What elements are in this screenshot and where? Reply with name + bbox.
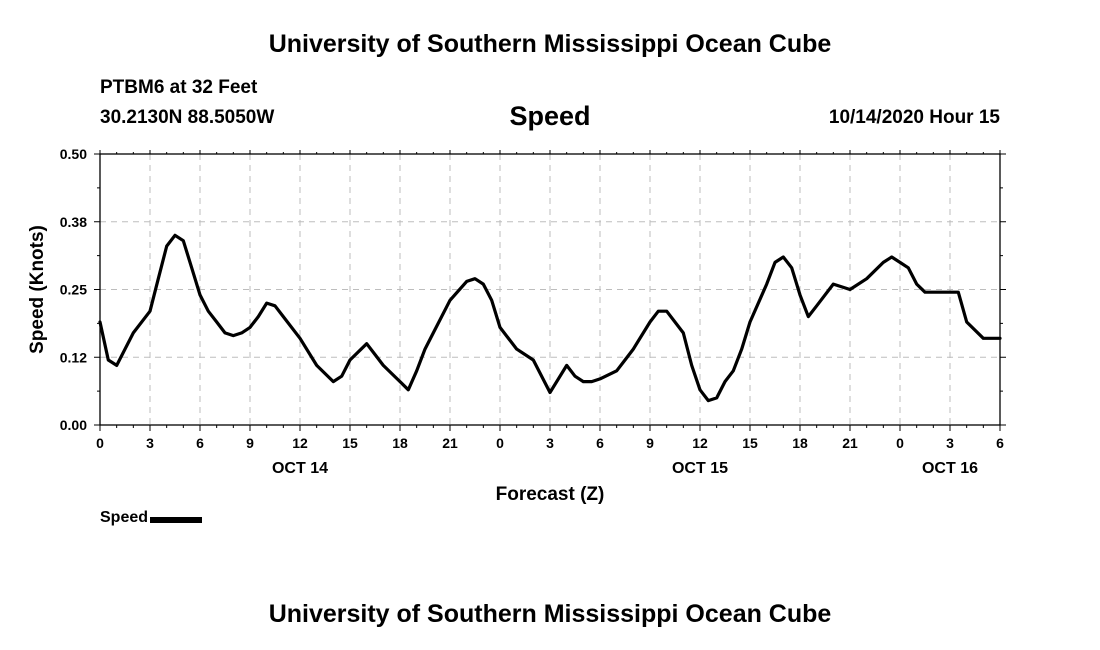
y-tick-label: 0.38: [60, 214, 87, 230]
x-axis-label: Forecast (Z): [496, 484, 605, 505]
x-tick-label: 15: [742, 435, 758, 451]
x-tick-label: 9: [646, 435, 654, 451]
chart-title-top: University of Southern Mississippi Ocean…: [268, 30, 832, 58]
chart-title-bottom: University of Southern Mississippi Ocean…: [268, 600, 832, 628]
station-label: PTBM6 at 32 Feet: [100, 77, 258, 98]
x-tick-label: 15: [342, 435, 358, 451]
series-line-speed: [98, 233, 1002, 403]
date-label: OCT 14: [272, 460, 328, 477]
y-tick-label: 0.25: [60, 282, 87, 298]
date-label: OCT 16: [922, 460, 978, 477]
x-tick-label: 3: [546, 435, 554, 451]
legend: Speed: [100, 509, 203, 527]
legend-line-swatch: [150, 516, 203, 523]
legend-label: Speed: [100, 509, 149, 526]
y-tick-label: 0.12: [60, 349, 87, 365]
y-tick-label: 0.50: [60, 146, 87, 162]
x-tick-label: 0: [496, 435, 504, 451]
coordinates-label: 30.2130N 88.5050W: [100, 107, 275, 128]
x-tick-label: 18: [792, 435, 808, 451]
x-tick-label: 0: [96, 435, 104, 451]
plot-frame: [99, 153, 1001, 426]
x-tick-label: 9: [246, 435, 254, 451]
x-tick-label: 6: [596, 435, 604, 451]
x-tick-label: 18: [392, 435, 408, 451]
y-tick-label: 0.00: [60, 417, 87, 433]
x-tick-label: 12: [292, 435, 308, 451]
x-tick-label: 3: [146, 435, 154, 451]
date-label: OCT 15: [672, 460, 728, 477]
x-tick-label: 0: [896, 435, 904, 451]
variable-title: Speed: [509, 101, 591, 131]
x-tick-label: 6: [196, 435, 204, 451]
x-tick-label: 12: [692, 435, 708, 451]
y-axis-label: Speed (Knots): [27, 225, 48, 354]
x-tick-label: 21: [442, 435, 458, 451]
x-tick-label: 21: [842, 435, 858, 451]
x-tick-label: 3: [946, 435, 954, 451]
x-tick-label: 6: [996, 435, 1004, 451]
datetime-label: 10/14/2020 Hour 15: [828, 107, 1000, 128]
